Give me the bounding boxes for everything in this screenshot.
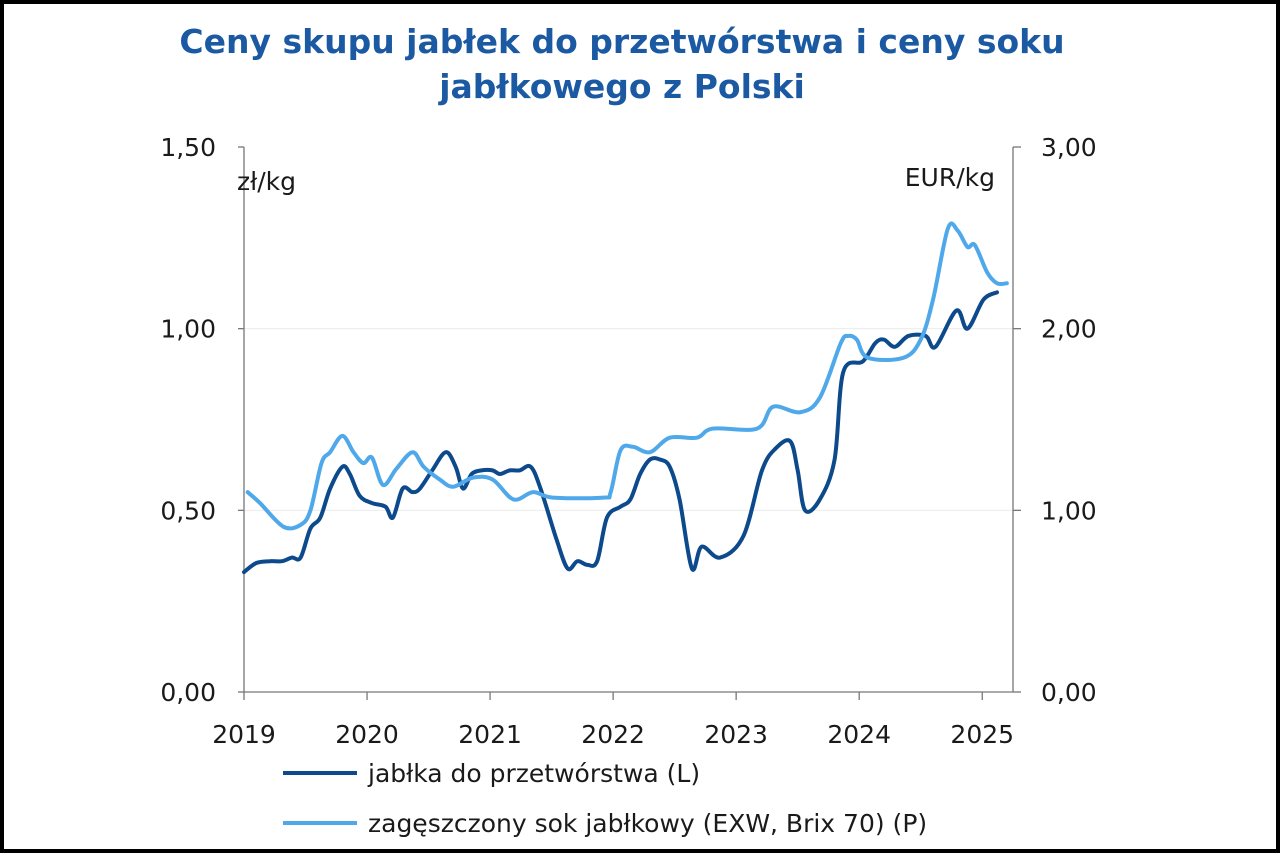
right-axis-unit: EUR/kg <box>905 163 995 192</box>
legend-label-1: jabłka do przetwórstwa (L) <box>367 759 700 788</box>
x-tick-label: 2021 <box>458 720 522 749</box>
x-tick-label: 2022 <box>581 720 645 749</box>
x-tick-label: 2020 <box>335 720 399 749</box>
x-tick-label: 2025 <box>950 720 1014 749</box>
x-tick-label: 2019 <box>212 720 276 749</box>
left-axis-unit: zł/kg <box>237 167 296 196</box>
x-tick-label: 2024 <box>827 720 891 749</box>
series-line-2 <box>245 221 1009 531</box>
right-tick-label: 2,00 <box>1041 315 1097 344</box>
left-tick-label: 1,00 <box>160 315 216 344</box>
chart-frame: Ceny skupu jabłek do przetwórstwa i ceny… <box>4 4 1276 849</box>
left-tick-label: 0,00 <box>160 678 216 707</box>
line-chart: 0,00 0,50 1,00 1,50 0,00 1,00 2,00 3,00 2019 2020… <box>160 133 1097 838</box>
right-tick-label: 0,00 <box>1041 678 1097 707</box>
left-tick-label: 1,50 <box>160 133 216 162</box>
legend-label-2: zagęszczony sok jabłkowy (EXW, Brix 70) … <box>368 809 927 838</box>
chart-title-line-1: Ceny skupu jabłek do przetwórstwa i ceny… <box>179 22 1065 61</box>
series-line-1 <box>242 290 1000 575</box>
right-tick-label: 3,00 <box>1041 133 1097 162</box>
right-tick-label: 1,00 <box>1041 496 1097 525</box>
chart-title-line-2: jabłkowego z Polski <box>439 67 805 106</box>
x-tick-label: 2023 <box>704 720 768 749</box>
left-tick-label: 0,50 <box>160 496 216 525</box>
